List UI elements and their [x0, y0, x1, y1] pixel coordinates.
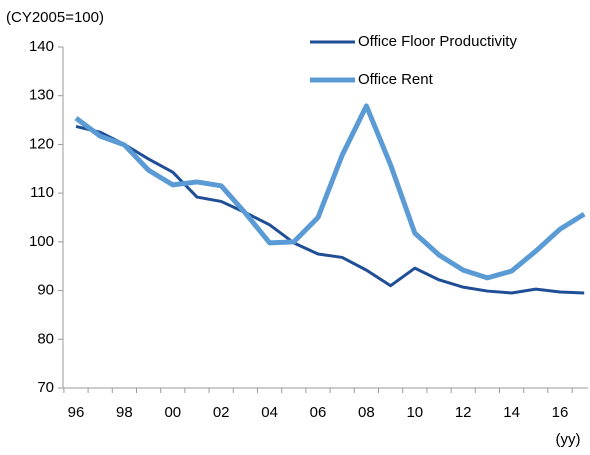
x-tick-label: 10 [406, 404, 423, 421]
x-tick-label: 16 [552, 404, 569, 421]
y-tick-label: 120 [29, 135, 54, 152]
legend-label: Office Floor Productivity [358, 33, 517, 50]
y-axis-label: (CY2005=100) [6, 9, 104, 26]
x-tick-label: 06 [310, 404, 327, 421]
x-tick-label: 08 [358, 404, 375, 421]
x-tick-label: 04 [261, 404, 278, 421]
x-tick-label: 00 [164, 404, 181, 421]
y-tick-label: 70 [37, 379, 54, 396]
y-tick-label: 130 [29, 87, 54, 104]
y-tick-label: 80 [37, 330, 54, 347]
y-tick-label: 140 [29, 38, 54, 55]
series-line [75, 124, 585, 295]
y-tick-label: 110 [30, 184, 54, 201]
x-tick-label: 98 [116, 404, 133, 421]
x-tick-label: 02 [213, 404, 230, 421]
x-tick-label: 12 [455, 404, 472, 421]
y-tick-label: 100 [29, 233, 54, 250]
legend-label: Office Rent [358, 71, 434, 88]
x-tick-label: 14 [503, 404, 520, 421]
y-tick-label: 90 [37, 282, 54, 299]
series-line [74, 103, 586, 281]
x-axis-label: (yy) [556, 431, 581, 448]
x-tick-label: 96 [68, 404, 85, 421]
